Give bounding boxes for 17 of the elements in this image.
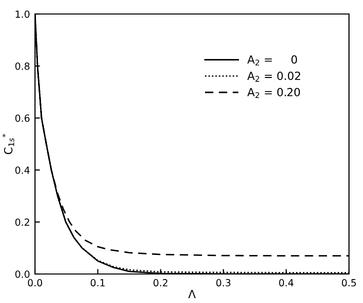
y-tick-label: 0.0 <box>15 270 30 278</box>
y-tick-label: 0.8 <box>15 62 30 70</box>
x-tick-label: 0.3 <box>216 279 230 286</box>
x-axis-title: Λ <box>188 290 196 298</box>
x-tick-label: 0.2 <box>154 279 168 286</box>
y-axis-title: C$_{1s}$$^{*}$ <box>2 134 14 154</box>
legend-label: A$_{2}$ = 0.20 <box>247 88 300 98</box>
legend-label: A$_{2}$ = 0 <box>247 55 297 66</box>
legend-label: A$_{2}$ = 0.02 <box>247 72 300 82</box>
x-tick-label: 0.1 <box>90 279 105 286</box>
y-tick-label: 1.0 <box>16 10 30 18</box>
y-tick-label: 0.6 <box>15 114 30 122</box>
y-tick-label: 0.2 <box>15 218 30 226</box>
x-tick-label: 0.0 <box>28 279 42 286</box>
y-tick-label: 0.4 <box>15 166 30 174</box>
x-tick-label: 0.5 <box>342 279 356 286</box>
x-tick-label: 0.4 <box>279 279 294 286</box>
